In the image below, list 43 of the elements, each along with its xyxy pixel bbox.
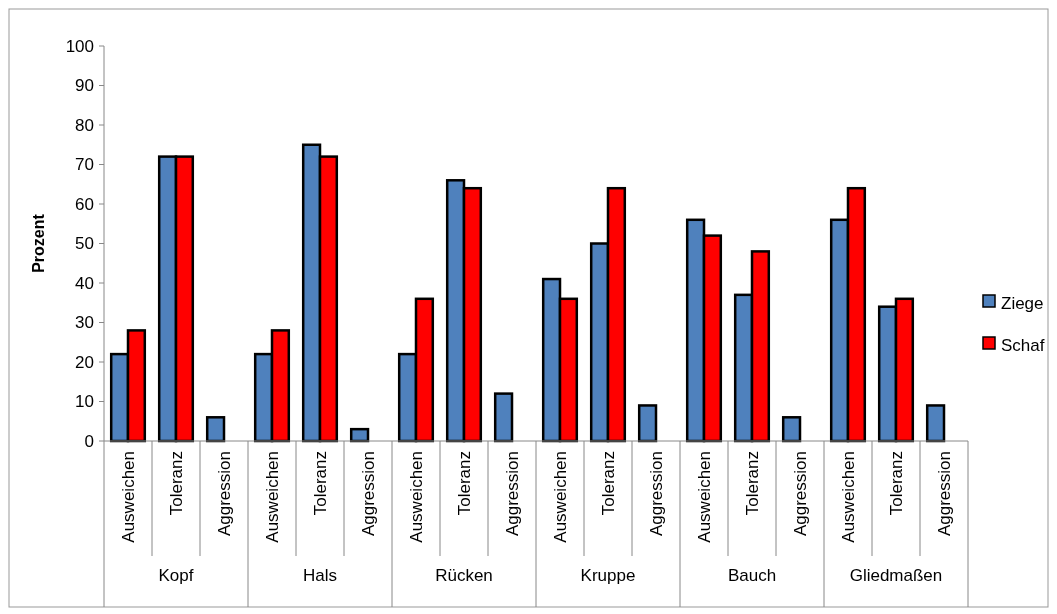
y-tick-label: 10 [75, 392, 94, 412]
x-tick-label: Ausweichen [263, 451, 282, 543]
text: Kruppe [580, 566, 636, 585]
y-tick-label: 100 [65, 36, 94, 56]
text: Kopf [158, 566, 194, 585]
y-tick-label: 40 [75, 273, 94, 293]
x-tick-label: Ausweichen [695, 451, 714, 543]
x-tick-label: Aggression [935, 451, 954, 537]
text: Hals [302, 566, 338, 585]
bar [205, 416, 226, 443]
x-tick-label: Toleranz [311, 451, 330, 516]
x-tick-label: Toleranz [167, 451, 186, 516]
y-tick-label: 30 [75, 313, 94, 333]
bar [925, 404, 946, 443]
y-tick-label: 20 [75, 352, 94, 372]
legend-label: Schaf [1001, 335, 1045, 355]
y-axis-title: Prozent [30, 213, 47, 273]
y-tick-label: 70 [75, 155, 94, 175]
x-tick-label: Ausweichen [551, 451, 570, 543]
text: Rücken [435, 566, 493, 585]
x-tick-label: Aggression [647, 451, 666, 537]
x-tick-label: Aggression [503, 451, 522, 537]
bar [493, 392, 514, 443]
x-tick-label: Aggression [215, 451, 234, 537]
x-tick-label: Toleranz [887, 451, 906, 516]
y-tick-label: 90 [75, 76, 94, 96]
bar [781, 416, 802, 443]
x-tick-label: Toleranz [599, 451, 618, 516]
y-tick-label: 80 [75, 115, 94, 135]
bar [637, 404, 658, 443]
x-tick-label: Toleranz [743, 451, 762, 516]
y-tick-label: 0 [84, 431, 94, 451]
x-tick-label: Ausweichen [119, 451, 138, 543]
x-tick-label: Aggression [359, 451, 378, 537]
y-tick-label: 50 [75, 234, 94, 254]
x-tick-label: Toleranz [455, 451, 474, 516]
legend-label: Ziege [1001, 293, 1044, 313]
y-tick-label: 60 [75, 194, 94, 214]
text: Bauch [727, 566, 777, 585]
text: Gliedmaßen [849, 566, 943, 585]
x-tick-label: Ausweichen [407, 451, 426, 543]
x-tick-label: Aggression [791, 451, 810, 537]
x-tick-label: Ausweichen [839, 451, 858, 543]
